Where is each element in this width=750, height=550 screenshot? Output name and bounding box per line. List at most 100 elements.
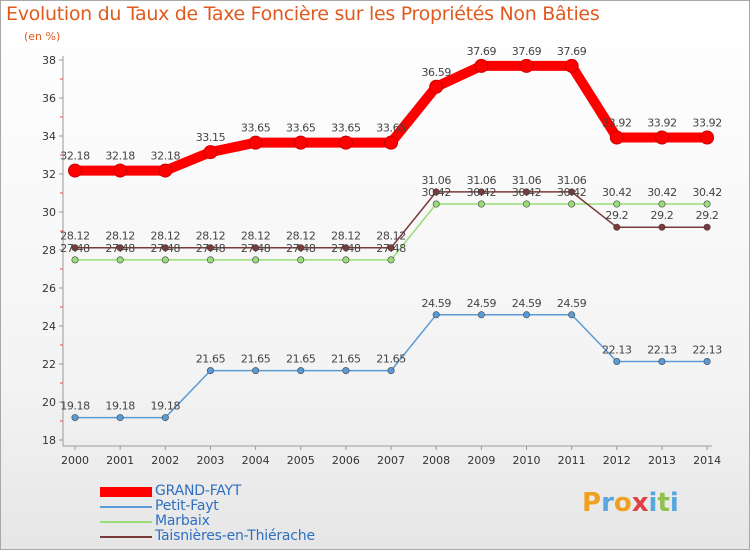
y-tick-label: 34 [42, 130, 56, 143]
legend-swatch [100, 486, 152, 497]
data-label: 36.59 [421, 66, 451, 79]
y-tick-label: 22 [42, 358, 56, 371]
data-point [252, 256, 260, 264]
chart-title: Evolution du Taux de Taxe Foncière sur l… [6, 3, 600, 25]
logo-letter: t [657, 488, 670, 518]
data-label: 27.48 [286, 242, 316, 255]
x-tick-label: 2011 [558, 454, 586, 467]
data-point [700, 130, 715, 145]
data-label: 33.92 [692, 117, 722, 130]
data-point [161, 256, 169, 264]
x-tick-label: 2012 [603, 454, 631, 467]
data-point [113, 163, 128, 178]
data-label: 37.69 [467, 45, 497, 58]
data-label: 22.13 [692, 344, 722, 357]
y-tick-label: 26 [42, 282, 56, 295]
data-point [564, 58, 579, 73]
data-point [297, 244, 305, 252]
data-point [252, 367, 260, 375]
data-point [71, 244, 79, 252]
data-point [477, 311, 485, 319]
data-label: 32.18 [60, 150, 90, 163]
data-point [568, 188, 576, 196]
data-point [658, 358, 666, 366]
data-point [474, 58, 489, 73]
data-point [71, 414, 79, 422]
data-point [477, 188, 485, 196]
data-label: 27.48 [241, 242, 271, 255]
data-label: 30.42 [647, 186, 677, 199]
x-tick-label: 2014 [693, 454, 721, 467]
data-label: 27.48 [105, 242, 135, 255]
data-label: 24.59 [421, 297, 451, 310]
data-point [161, 244, 169, 252]
legend-label: Petit-Fayt [155, 498, 219, 514]
data-point [522, 311, 530, 319]
x-tick-label: 2006 [332, 454, 360, 467]
logo-letter: o [613, 488, 632, 518]
legend-swatch [100, 505, 152, 508]
data-label: 28.12 [151, 230, 181, 243]
data-point [342, 244, 350, 252]
data-label: 30.42 [557, 186, 587, 199]
x-tick-label: 2000 [61, 454, 89, 467]
data-label: 28.12 [60, 230, 90, 243]
logo-letter: P [582, 488, 602, 518]
data-label: 33.92 [647, 117, 677, 130]
data-label: 29.2 [605, 209, 628, 222]
data-point [206, 256, 214, 264]
y-tick-label: 30 [42, 206, 56, 219]
data-point [429, 79, 444, 94]
legend-label: Marbaix [155, 513, 210, 529]
logo-letter: r [601, 488, 614, 518]
y-tick-label: 20 [42, 396, 56, 409]
data-point [522, 188, 530, 196]
chart-legend: GRAND-FAYT Petit-Fayt Marbaix Taisnières-en… [100, 483, 360, 544]
data-point [432, 188, 440, 196]
data-point [297, 367, 305, 375]
data-point [248, 135, 263, 150]
data-label: 30.42 [512, 186, 542, 199]
data-point [703, 223, 711, 231]
data-label: 28.12 [331, 230, 361, 243]
x-tick-label: 2003 [196, 454, 224, 467]
data-point [568, 200, 576, 208]
data-point [568, 311, 576, 319]
data-label: 22.13 [647, 344, 677, 357]
data-label: 27.48 [151, 242, 181, 255]
data-point [338, 135, 353, 150]
y-tick-label: 28 [42, 244, 56, 257]
data-point [613, 358, 621, 366]
x-tick-label: 2008 [422, 454, 450, 467]
data-point [519, 58, 534, 73]
data-point [609, 130, 624, 145]
data-label: 27.48 [196, 242, 226, 255]
x-tick-label: 2010 [513, 454, 541, 467]
data-label: 19.18 [60, 400, 90, 413]
logo-letter: i [669, 488, 679, 518]
legend-label: Taisnières-en-Thiérache [155, 528, 315, 544]
y-tick-label: 18 [42, 434, 56, 447]
data-label: 33.65 [241, 122, 271, 135]
data-label: 28.12 [196, 230, 226, 243]
legend-item: Petit-Fayt [100, 498, 360, 514]
data-point [297, 256, 305, 264]
data-point [477, 200, 485, 208]
data-point [68, 163, 82, 178]
data-label: 31.06 [512, 174, 542, 187]
data-label: 31.06 [421, 174, 451, 187]
x-tick-label: 2004 [242, 454, 270, 467]
data-point [158, 163, 173, 178]
data-point [387, 244, 395, 252]
data-point [432, 200, 440, 208]
data-label: 24.59 [512, 297, 542, 310]
data-point [206, 244, 214, 252]
data-label: 28.12 [376, 230, 406, 243]
x-tick-label: 2002 [151, 454, 179, 467]
legend-item: GRAND-FAYT [100, 483, 360, 499]
data-point [432, 311, 440, 319]
data-label: 21.65 [241, 353, 271, 366]
data-label: 27.48 [331, 242, 361, 255]
data-point [116, 414, 124, 422]
